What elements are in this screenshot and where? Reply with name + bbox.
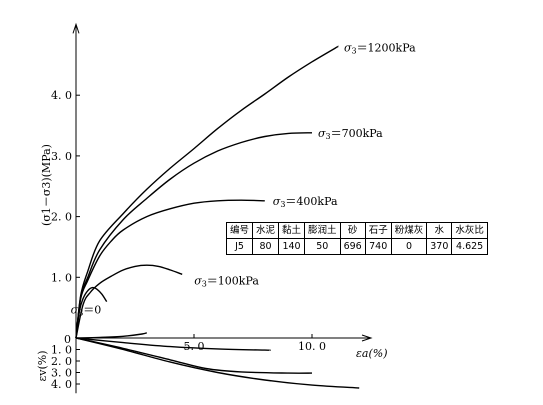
- x-tick-label: 5. 0: [184, 340, 205, 353]
- mix-proportion-table: 编号 水泥 黏土 膨润土 砂 石子 粉煤灰 水 水灰比 J5 80 140 50…: [225, 222, 488, 255]
- table-header-cell: 黏土: [278, 222, 306, 239]
- curve-label: σ3＝400kPa: [273, 195, 338, 209]
- stress-curve: [75, 45, 339, 339]
- x-tick-label: 10. 0: [298, 340, 326, 353]
- lower-y-tick-label: 2. 0: [51, 355, 72, 368]
- table-cell: 370: [426, 238, 453, 255]
- table-cell: 740: [364, 238, 392, 255]
- volumetric-curve: [75, 337, 360, 389]
- zero-label: 0: [64, 333, 71, 346]
- y-tick-label: 1. 0: [51, 271, 72, 284]
- x-axis-label: εa(%): [356, 347, 388, 360]
- curve-label: σ3＝100kPa: [194, 274, 259, 288]
- curve-label: σ3＝0: [71, 304, 102, 318]
- table-cell: 4.625: [451, 238, 488, 255]
- x-axis-arrow: [361, 334, 373, 342]
- curve-label: σ3＝700kPa: [318, 127, 383, 141]
- stress-curve: [75, 264, 183, 339]
- volumetric-curve: [75, 332, 148, 339]
- table-header-cell: 粉煤灰: [390, 222, 428, 239]
- table-cell: 140: [278, 238, 306, 255]
- table-header-cell: 水: [426, 222, 453, 239]
- y-axis-arrow: [72, 22, 80, 34]
- y-axis-label: (σ1－σ3)(MPa): [40, 144, 53, 226]
- curve-label: σ3＝1200kPa: [344, 42, 416, 56]
- table-header-cell: 石子: [364, 222, 392, 239]
- stress-curve: [75, 199, 265, 339]
- lower-y-tick-label: 3. 0: [51, 367, 72, 380]
- lower-y-tick-label: 4. 0: [51, 378, 72, 391]
- table-cell: J5: [225, 238, 254, 255]
- volumetric-curve: [75, 337, 313, 374]
- table-header-row: 编号 水泥 黏土 膨润土 砂 石子 粉煤灰 水 水灰比: [225, 222, 488, 239]
- table-header-cell: 水泥: [252, 222, 280, 239]
- y-tick-label: 2. 0: [51, 211, 72, 224]
- table-cell: 0: [390, 238, 428, 255]
- stress-curve: [75, 132, 313, 339]
- lower-y-tick-label: 1. 0: [51, 344, 72, 357]
- table-header-cell: 编号: [225, 222, 254, 239]
- volumetric-curve: [75, 337, 271, 351]
- table-cell: 80: [252, 238, 280, 255]
- table-header-cell: 膨润土: [304, 222, 341, 239]
- table-header-cell: 水灰比: [451, 222, 488, 239]
- y-tick-label: 3. 0: [51, 150, 72, 163]
- curves: [75, 45, 360, 389]
- axes: 1. 02. 03. 04. 01. 02. 03. 04. 05. 0 10. …: [51, 22, 373, 394]
- table-row: J5 80 140 50 696 740 0 370 4.625: [225, 238, 488, 255]
- table-cell: 696: [339, 238, 366, 255]
- lower-y-axis-label: εv(%): [36, 351, 49, 382]
- table-header-cell: 砂: [339, 222, 366, 239]
- table-cell: 50: [304, 238, 341, 255]
- y-tick-label: 4. 0: [51, 89, 72, 102]
- curve-labels: σ3＝0 σ3＝100kPa σ3＝400kPa σ3＝700kPa σ3＝1200kP…: [71, 42, 416, 318]
